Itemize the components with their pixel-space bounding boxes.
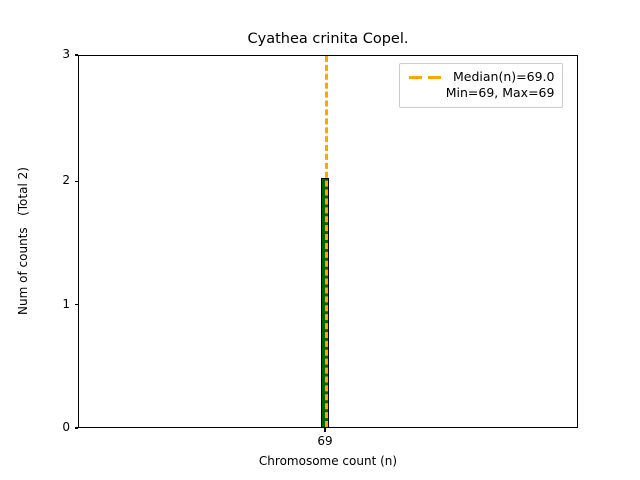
y-tick-mark <box>74 180 78 182</box>
legend-entry-median: Median(n)=69.0 <box>408 69 554 85</box>
chart-title: Cyathea crinita Copel. <box>247 31 409 47</box>
y-tick-label: 0 <box>62 420 70 434</box>
x-tick-mark <box>324 428 326 432</box>
y-axis-label: Num of counts (Total 2) <box>16 167 30 315</box>
x-tick-label: 69 <box>317 434 333 448</box>
x-axis-label: Chromosome count (n) <box>258 454 398 468</box>
legend: Median(n)=69.0 Min=69, Max=69 <box>399 63 564 108</box>
y-tick-mark <box>74 54 78 56</box>
median-line <box>325 56 328 427</box>
legend-label-median: Median(n)=69.0 <box>453 69 555 84</box>
y-tick-label: 1 <box>62 296 70 311</box>
y-tick-mark <box>74 304 78 306</box>
legend-label-minmax: Min=69, Max=69 <box>445 85 555 100</box>
y-tick-label: 3 <box>62 47 70 61</box>
y-tick-label: 2 <box>62 173 70 188</box>
y-tick-mark <box>74 427 78 429</box>
legend-entry-minmax: Min=69, Max=69 <box>408 85 555 101</box>
plot-area: Median(n)=69.0 Min=69, Max=69 <box>78 55 578 428</box>
y-axis-label-container: Num of counts (Total 2) <box>0 0 46 480</box>
dashed-line-icon <box>408 71 444 83</box>
